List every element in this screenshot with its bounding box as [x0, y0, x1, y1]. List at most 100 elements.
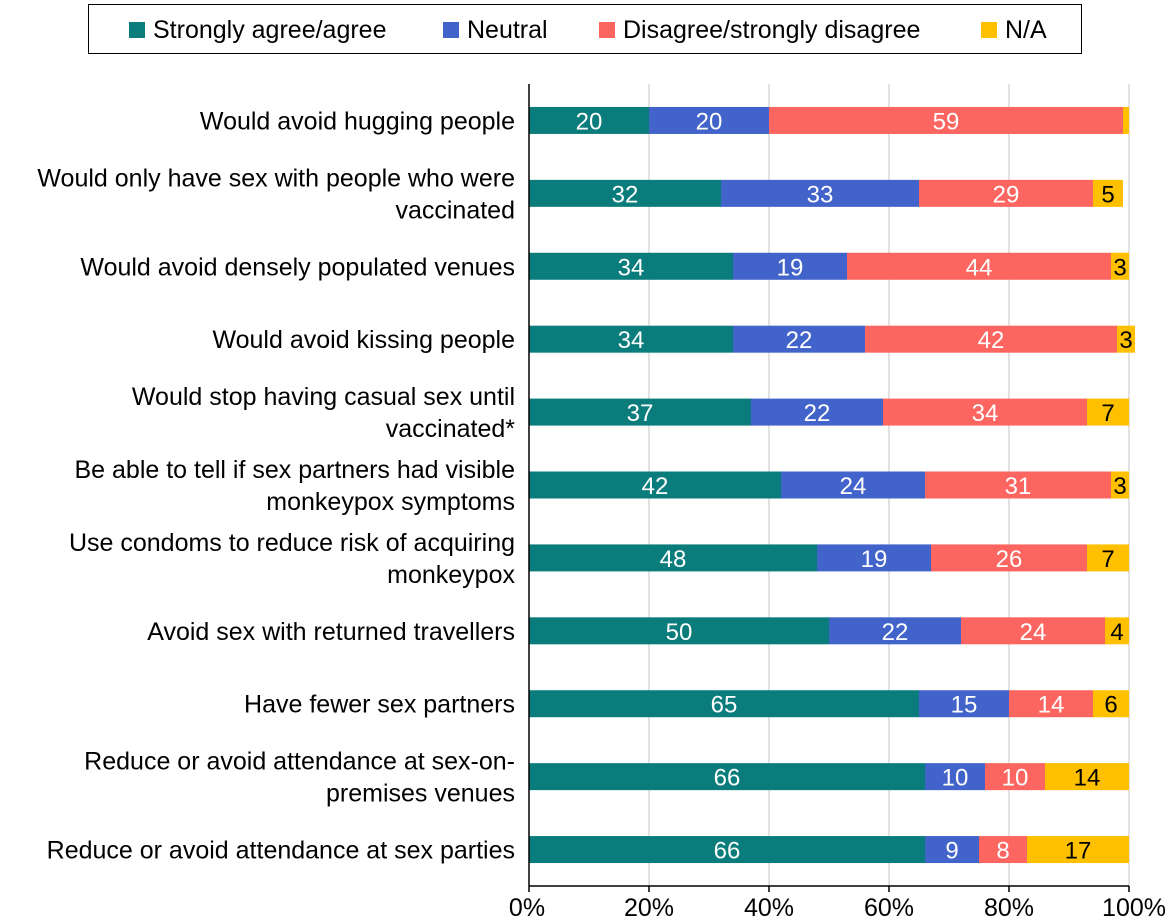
category-label: Have fewer sex partners	[244, 691, 515, 719]
bar-segment	[529, 252, 733, 280]
bar-segment	[1045, 763, 1129, 791]
category-label: Would only have sex with people who were	[37, 164, 515, 192]
bar-segment	[1027, 836, 1129, 864]
bar-value-label: 66	[714, 838, 741, 865]
bar-segment	[529, 690, 919, 718]
bar-value-label: 10	[942, 765, 969, 792]
bar-value-label: 29	[993, 181, 1020, 208]
x-tick-label: 0%	[509, 894, 545, 922]
legend-label-disagree: Disagree/strongly disagree	[623, 15, 921, 44]
bar-segment	[961, 617, 1105, 645]
bar-segment	[925, 836, 979, 864]
legend-item-na: N/A	[981, 5, 1047, 55]
category-label: Would avoid kissing people	[212, 326, 515, 354]
legend-swatch-na	[981, 22, 997, 38]
bar-value-label: 17	[1065, 838, 1092, 865]
category-label: Use condoms to reduce risk of acquiring	[69, 529, 515, 557]
bar-segment	[769, 106, 1123, 134]
bar-segment	[1123, 106, 1129, 134]
bar-segment	[865, 325, 1117, 353]
bar-value-label: 34	[972, 400, 999, 427]
category-label: Reduce or avoid attendance at sex partie…	[47, 837, 515, 865]
x-tick-label: 80%	[984, 894, 1034, 922]
bar-segment	[979, 836, 1027, 864]
bar-value-label: 22	[804, 400, 831, 427]
bar-value-label: 22	[786, 327, 813, 354]
bar-value-label: 5	[1101, 181, 1114, 208]
bar-segment	[529, 617, 829, 645]
bar-segment	[985, 763, 1045, 791]
legend-swatch-strongly-agree	[129, 22, 145, 38]
bar-segment	[1093, 690, 1129, 718]
bar-value-label: 65	[711, 692, 738, 719]
bar-segment	[925, 471, 1111, 499]
bar-value-label: 7	[1101, 546, 1114, 573]
bar-value-label: 14	[1074, 765, 1101, 792]
bar-segment	[721, 179, 919, 207]
legend-item-neutral: Neutral	[443, 5, 548, 55]
bar-segment	[529, 179, 721, 207]
bar-value-label: 8	[996, 838, 1009, 865]
bar-value-label: 3	[1113, 473, 1126, 500]
bar-segment	[919, 179, 1093, 207]
bar-value-label: 24	[1020, 619, 1047, 646]
bar-value-label: 33	[807, 181, 834, 208]
bar-segment	[529, 398, 751, 426]
bar-segment	[733, 252, 847, 280]
legend-swatch-disagree	[599, 22, 615, 38]
bar-value-label: 34	[618, 254, 645, 281]
category-label: vaccinated*	[386, 415, 516, 443]
bar-value-label: 31	[1005, 473, 1032, 500]
bar-segment	[733, 325, 865, 353]
x-tick-label: 60%	[864, 894, 914, 922]
bar-segment	[817, 544, 931, 572]
bar-value-label: 42	[642, 473, 669, 500]
bar-value-label: 3	[1113, 254, 1126, 281]
bar-value-label: 6	[1104, 692, 1117, 719]
bar-segment	[919, 690, 1009, 718]
category-label: Avoid sex with returned travellers	[147, 618, 515, 646]
category-label: vaccinated	[395, 196, 515, 224]
bar-segment	[529, 763, 925, 791]
category-label: Would avoid densely populated venues	[80, 253, 515, 281]
bar-segment	[829, 617, 961, 645]
bar-value-label: 32	[612, 181, 639, 208]
x-tick-label: 40%	[744, 894, 794, 922]
bar-segment	[529, 836, 925, 864]
bar-segment	[781, 471, 925, 499]
bar-value-label: 50	[666, 619, 693, 646]
legend-label-neutral: Neutral	[467, 15, 548, 44]
x-tick-label: 100%	[1102, 894, 1166, 922]
bar-value-label: 20	[576, 108, 603, 135]
bar-segment	[1111, 252, 1129, 280]
bar-segment	[925, 763, 985, 791]
bar-value-label: 24	[840, 473, 867, 500]
bar-value-label: 10	[1002, 765, 1029, 792]
bar-segment	[529, 471, 781, 499]
bar-segment	[847, 252, 1111, 280]
category-label: premises venues	[326, 780, 515, 808]
legend-item-disagree: Disagree/strongly disagree	[599, 5, 920, 55]
bar-value-label: 19	[777, 254, 804, 281]
bar-value-label: 59	[933, 108, 960, 135]
bar-value-label: 19	[861, 546, 888, 573]
bar-value-label: 4	[1110, 619, 1123, 646]
category-label: monkeypox symptoms	[266, 488, 515, 516]
bar-value-label: 26	[996, 546, 1023, 573]
bar-value-label: 37	[627, 400, 654, 427]
bar-value-label: 7	[1101, 400, 1114, 427]
bar-segment	[1087, 398, 1129, 426]
legend-label-na: N/A	[1005, 15, 1047, 44]
bar-segment	[751, 398, 883, 426]
bar-segment	[529, 544, 817, 572]
bar-segment	[1111, 471, 1129, 499]
bar-value-label: 66	[714, 765, 741, 792]
bar-segment	[883, 398, 1087, 426]
bar-value-label: 20	[696, 108, 723, 135]
bar-value-label: 14	[1038, 692, 1065, 719]
bar-segment	[529, 106, 649, 134]
bar-segment	[1009, 690, 1093, 718]
bar-value-label: 22	[882, 619, 909, 646]
legend: Strongly agree/agree Neutral Disagree/st…	[88, 4, 1082, 54]
